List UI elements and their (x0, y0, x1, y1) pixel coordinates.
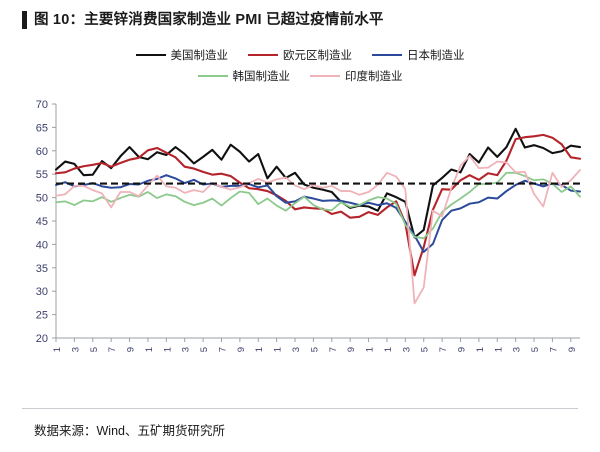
legend-swatch-line-icon (310, 74, 340, 77)
series-line-欧元区制造业 (54, 133, 582, 277)
page-title: 图 10：主要锌消费国家制造业 PMI 已超过疫情前水平 (34, 12, 384, 28)
y-tick-label: 70 (36, 99, 48, 111)
series-line-韩国制造业 (55, 171, 581, 240)
x-tick-label: 2019-09 (346, 347, 357, 352)
legend-item: 日本制造业 (372, 47, 465, 63)
x-tick-label: 2020-03 (401, 347, 412, 352)
x-tick-label: 2019-11 (365, 347, 376, 352)
series-line-日本制造业 (55, 174, 581, 253)
x-tick-label: 2019-07 (328, 347, 339, 352)
legend-row: 美国制造业 欧元区制造业 日本制造业 (0, 44, 600, 65)
x-tick-label: 2021-07 (548, 347, 559, 352)
x-tick-label: 2018-05 (199, 347, 210, 352)
x-tick-label: 2018-03 (181, 347, 192, 352)
legend-label: 美国制造业 (170, 49, 229, 62)
x-tick-label: 2019-01 (273, 347, 284, 352)
title-accent-bar (22, 11, 27, 29)
legend-swatch-line-icon (197, 74, 228, 77)
x-tick-label: 2017-01 (52, 347, 63, 352)
y-tick-label: 50 (36, 193, 48, 205)
footer-divider (22, 408, 578, 409)
source-note: 数据来源：Wind、五矿期货研究所 (34, 424, 225, 438)
legend-swatch-line-icon (248, 53, 278, 56)
x-tick-label: 2020-05 (420, 347, 431, 352)
legend-label: 欧元区制造业 (283, 49, 352, 62)
x-tick-label: 2017-03 (70, 347, 81, 352)
legend-item: 美国制造业 (135, 47, 229, 63)
y-tick-label: 55 (36, 169, 48, 181)
legend-label: 韩国制造业 (232, 70, 291, 83)
x-tick-label: 2020-09 (456, 347, 467, 352)
x-tick-label: 2021-03 (512, 347, 523, 352)
legend-item: 欧元区制造业 (248, 47, 352, 63)
chart-legend: 美国制造业 欧元区制造业 日本制造业韩国制造业 印度制造业 (0, 44, 600, 88)
line-chart: 20 25 30 35 40 45 50 55 60 65 70 2017-01 2017-03 2017… (36, 99, 582, 352)
y-tick-label: 65 (36, 122, 48, 134)
x-tick-label: 2021-05 (530, 347, 541, 352)
legend-item: 韩国制造业 (197, 68, 291, 84)
y-tick-label: 30 (36, 286, 48, 298)
y-tick-label: 60 (36, 146, 48, 158)
series-line-印度制造业 (55, 155, 581, 305)
x-tick-label: 2017-05 (89, 347, 100, 352)
x-tick-label: 2020-01 (383, 347, 394, 352)
legend-label: 印度制造业 (345, 70, 403, 83)
x-tick-label: 2018-11 (254, 347, 265, 352)
y-tick-label: 45 (36, 216, 48, 228)
legend-label: 日本制造业 (407, 49, 465, 62)
legend-row: 韩国制造业 印度制造业 (0, 65, 600, 86)
x-tick-label: 2018-07 (217, 347, 228, 352)
legend-item: 印度制造业 (310, 68, 403, 84)
x-tick-label: 2021-09 (567, 347, 578, 352)
chart-axes (55, 104, 580, 339)
x-tick-label: 2020-11 (475, 347, 486, 352)
x-tick-label: 2017-07 (107, 347, 118, 352)
x-tick-label: 2021-01 (493, 347, 504, 352)
x-tick-label: 2017-09 (126, 347, 137, 352)
y-tick-label: 20 (36, 333, 48, 345)
legend-swatch-line-icon (135, 53, 166, 56)
y-tick-label: 35 (36, 263, 48, 275)
x-tick-label: 2018-09 (236, 347, 247, 352)
x-tick-label: 2017-11 (144, 347, 155, 352)
x-tick-label: 2018-01 (162, 347, 173, 352)
y-tick-label: 25 (36, 310, 48, 322)
x-tick-label: 2019-03 (291, 347, 302, 352)
legend-swatch-line-icon (372, 53, 402, 56)
x-tick-label: 2019-05 (309, 347, 320, 352)
x-tick-label: 2020-07 (438, 347, 449, 352)
y-tick-label: 40 (36, 239, 48, 251)
figure-title-bar: 图 10：主要锌消费国家制造业 PMI 已超过疫情前水平 (0, 0, 600, 40)
plot-area: 20 25 30 35 40 45 50 55 60 65 70 2017-01 2017-03 2017… (0, 92, 600, 352)
series-line-美国制造业 (54, 127, 582, 239)
